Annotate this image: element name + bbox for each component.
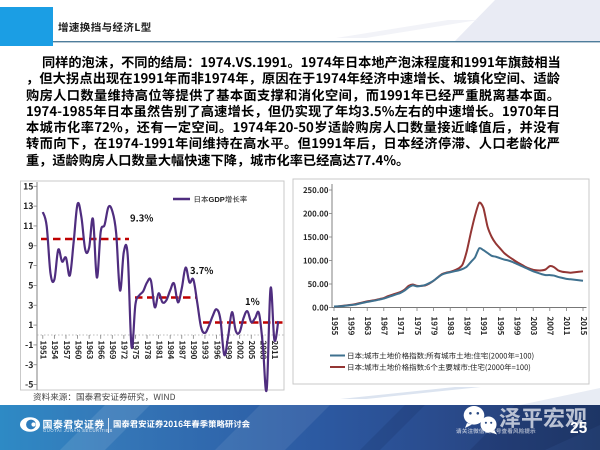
svg-text:1969: 1969 [107,341,118,360]
svg-text:1955: 1955 [329,317,340,336]
svg-text:1966: 1966 [96,341,107,360]
svg-text:日本:城市土地价格指数:6个主要城市:住宅(2000年=10: 日本:城市土地价格指数:6个主要城市:住宅(2000年=100) [347,362,531,373]
svg-text:9.3%: 9.3% [130,211,153,225]
svg-text:2011: 2011 [269,341,280,360]
svg-text:1978: 1978 [142,341,153,360]
svg-text:1979: 1979 [428,317,439,336]
svg-text:1996: 1996 [211,341,222,360]
svg-text:2005: 2005 [246,341,257,360]
svg-text:0.00: 0.00 [312,302,329,313]
svg-text:1987: 1987 [462,317,473,336]
svg-text:1957: 1957 [61,341,72,360]
svg-text:1954: 1954 [49,341,60,360]
svg-text:9: 9 [28,239,33,252]
svg-text:日本GDP增长率: 日本GDP增长率 [194,195,248,204]
svg-text:-1: -1 [25,338,33,351]
svg-text:日本:城市土地价格指数:所有城市土地:住宅(2000年=10: 日本:城市土地价格指数:所有城市土地:住宅(2000年=100) [347,350,534,361]
svg-text:1984: 1984 [165,341,176,360]
svg-text:1971: 1971 [395,317,406,336]
svg-text:1983: 1983 [445,317,456,336]
svg-text:1995: 1995 [495,317,506,336]
svg-text:1975: 1975 [412,317,423,336]
svg-text:5: 5 [28,279,33,292]
svg-text:250.00: 250.00 [303,185,329,196]
svg-text:7: 7 [28,259,33,272]
svg-text:2003: 2003 [528,317,539,336]
svg-text:-3: -3 [25,358,33,371]
svg-text:1967: 1967 [379,317,390,336]
svg-text:1963: 1963 [84,341,95,360]
svg-text:2007: 2007 [545,317,556,336]
svg-text:1975: 1975 [130,341,141,360]
svg-text:15: 15 [23,179,33,192]
svg-text:2002: 2002 [234,341,245,360]
svg-text:1963: 1963 [362,317,373,336]
svg-text:1991: 1991 [478,317,489,336]
svg-text:1%: 1% [245,294,260,308]
svg-text:1999: 1999 [511,317,522,336]
svg-text:13: 13 [23,199,33,212]
svg-text:50.00: 50.00 [308,279,329,290]
svg-text:1: 1 [28,318,33,331]
svg-text:11: 11 [23,219,33,232]
svg-text:3: 3 [28,298,33,311]
svg-text:2011: 2011 [561,317,572,336]
svg-text:1987: 1987 [177,341,188,360]
svg-text:1960: 1960 [72,341,83,360]
svg-text:100.00: 100.00 [303,255,329,266]
svg-text:1959: 1959 [345,317,356,336]
svg-text:3.7%: 3.7% [190,263,213,277]
svg-text:1990: 1990 [188,341,199,360]
svg-text:150.00: 150.00 [303,232,329,243]
svg-text:200.00: 200.00 [303,208,329,219]
svg-text:-5: -5 [25,378,33,391]
svg-text:2015: 2015 [578,317,589,336]
svg-text:1999: 1999 [223,341,234,360]
svg-text:1972: 1972 [119,341,130,360]
svg-text:1981: 1981 [153,341,164,360]
svg-text:1993: 1993 [200,341,211,360]
svg-text:1951: 1951 [38,341,49,360]
